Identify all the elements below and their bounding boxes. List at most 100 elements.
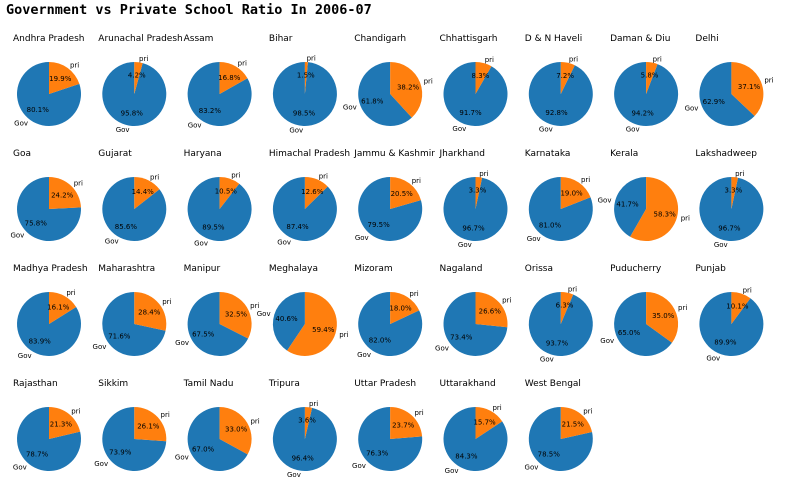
pri-label: pri — [339, 331, 348, 339]
pie-title: Lakshadweep — [695, 149, 757, 159]
gov-label: Gov — [525, 463, 539, 471]
pie-title: Punjab — [695, 264, 726, 274]
pie-d-n-haveli: D & N Haveli 92.8% 7.2% Gov pri — [525, 34, 593, 133]
gov-percent-label: 76.3% — [366, 450, 389, 458]
gov-percent-label: 79.5% — [368, 221, 391, 229]
pri-label: pri — [583, 408, 592, 416]
pri-percent-label: 8.3% — [472, 72, 490, 80]
pie-tripura: Tripura 96.4% 3.6% Gov pri — [268, 379, 337, 479]
gov-slice — [443, 62, 508, 126]
pie-bihar: Bihar 98.5% 1.5% Gov pri — [269, 34, 337, 134]
pri-slice — [390, 62, 423, 118]
pie-uttar-pradesh: Uttar Pradesh 76.3% 23.7% Gov pri — [352, 379, 424, 471]
pie-title: Manipur — [184, 264, 221, 274]
gov-percent-label: 80.1% — [27, 106, 50, 114]
gov-percent-label: 67.5% — [192, 331, 215, 339]
pie-himachal-pradesh: Himachal Pradesh 87.4% 12.6% Gov pri — [269, 149, 350, 247]
pri-percent-label: 10.5% — [215, 187, 238, 195]
pri-slice — [219, 177, 240, 209]
gov-label: Gov — [445, 467, 459, 475]
gov-percent-label: 89.9% — [714, 339, 737, 347]
gov-label: Gov — [714, 241, 728, 249]
pri-percent-label: 18.0% — [389, 304, 412, 312]
gov-label: Gov — [527, 235, 541, 243]
gov-percent-label: 96.7% — [462, 225, 485, 233]
gov-percent-label: 94.2% — [631, 109, 654, 117]
pri-label: pri — [479, 170, 488, 178]
gov-slice — [272, 407, 337, 471]
pie-uttarakhand: Uttarakhand 84.3% 15.7% Gov pri — [440, 379, 508, 475]
gov-label: Gov — [289, 126, 303, 134]
pri-percent-label: 19.0% — [560, 190, 583, 198]
gov-label: Gov — [540, 356, 554, 364]
pri-label: pri — [309, 400, 318, 408]
pri-slice — [219, 292, 252, 339]
pri-percent-label: 16.1% — [47, 304, 70, 312]
pie-title: Chhattisgarh — [440, 34, 498, 44]
pie-title: Karnataka — [525, 149, 571, 159]
pri-slice — [731, 177, 738, 209]
pie-andhra-pradesh: Andhra Pradesh 80.1% 19.9% Gov pri — [13, 34, 84, 128]
gov-label: Gov — [175, 454, 189, 462]
pie-title: Rajasthan — [13, 379, 58, 389]
gov-percent-label: 96.4% — [292, 455, 315, 463]
pri-label: pri — [681, 215, 690, 223]
gov-percent-label: 41.7% — [616, 201, 639, 209]
pie-kerala: Kerala 41.7% 58.3% Gov pri — [598, 149, 690, 241]
pri-percent-label: 26.6% — [479, 308, 502, 316]
pri-slice — [560, 406, 593, 439]
pie-lakshadweep: Lakshadweep 96.7% 3.3% Gov pri — [695, 149, 764, 249]
pri-slice — [49, 292, 77, 324]
gov-label: Gov — [105, 238, 119, 246]
pri-slice — [304, 177, 328, 209]
gov-percent-label: 78.5% — [538, 450, 561, 458]
gov-label: Gov — [257, 310, 271, 318]
pri-label: pri — [231, 172, 240, 180]
pri-label: pri — [66, 289, 75, 297]
gov-label: Gov — [175, 339, 189, 347]
pie-title: Meghalaya — [269, 264, 318, 274]
gov-slice — [187, 407, 248, 471]
pie-title: Uttarakhand — [440, 379, 496, 389]
gov-percent-label: 83.9% — [29, 337, 52, 345]
gov-slice — [187, 62, 252, 126]
gov-percent-label: 75.8% — [25, 219, 48, 227]
gov-label: Gov — [287, 471, 301, 479]
gov-percent-label: 85.6% — [115, 223, 138, 231]
gov-slice — [699, 62, 755, 127]
gov-slice — [699, 177, 764, 241]
pie-title: Chandigarh — [354, 34, 406, 44]
pie-daman-diu: Daman & Diu 94.2% 5.8% Gov pri — [610, 34, 679, 134]
pie-punjab: Punjab 89.9% 10.1% Gov pri — [695, 264, 764, 363]
pie-title: Assam — [184, 34, 214, 44]
gov-label: Gov — [452, 125, 466, 133]
pri-percent-label: 19.9% — [49, 75, 72, 83]
gov-slice — [272, 177, 337, 241]
gov-percent-label: 96.7% — [718, 225, 741, 233]
gov-slice — [358, 62, 412, 126]
pri-label: pri — [424, 78, 433, 86]
pri-slice — [475, 177, 483, 209]
gov-slice — [272, 292, 305, 351]
pri-slice — [49, 407, 81, 439]
pie-haryana: Haryana 89.5% 10.5% Gov pri — [184, 149, 252, 247]
pri-label: pri — [678, 304, 687, 312]
gov-slice — [528, 177, 593, 242]
pri-slice — [49, 62, 80, 94]
pri-percent-label: 3.3% — [469, 186, 487, 194]
gov-percent-label: 84.3% — [455, 452, 478, 460]
pri-label: pri — [735, 170, 744, 178]
pri-percent-label: 4.2% — [128, 71, 146, 79]
gov-percent-label: 98.5% — [293, 110, 316, 118]
pri-slice — [304, 61, 308, 94]
pie-rajasthan: Rajasthan 78.7% 21.3% Gov pri — [13, 379, 82, 472]
pri-percent-label: 35.0% — [652, 312, 675, 320]
pie-maharashtra: Maharashtra 71.6% 28.4% Gov pri — [93, 264, 172, 357]
pri-slice — [134, 407, 167, 442]
gov-slice — [102, 292, 166, 357]
figure-title: Government vs Private School Ratio In 20… — [6, 2, 372, 18]
gov-slice — [102, 407, 167, 471]
gov-label: Gov — [194, 239, 208, 247]
gov-slice — [102, 62, 167, 126]
